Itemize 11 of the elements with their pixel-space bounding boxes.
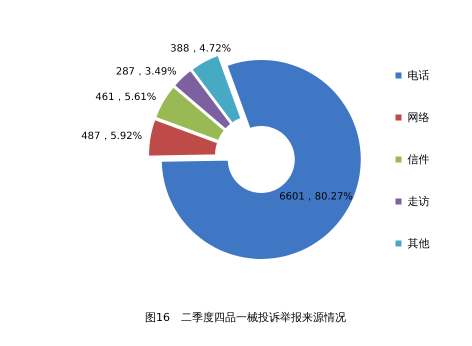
data-label: 461，5.61%: [95, 92, 156, 103]
legend-label: 电话: [408, 69, 430, 82]
legend-label: 其他: [408, 237, 430, 250]
legend-label: 网络: [408, 111, 430, 124]
legend-label: 走访: [408, 195, 430, 208]
text: 图16 二季度四品一械投诉举报来源情况: [145, 311, 346, 324]
data-label: 287，3.49%: [116, 66, 177, 78]
data-label: 388，4.72%: [170, 43, 232, 54]
legend-label: 信件: [408, 153, 430, 166]
data-label: 6601，80.27%: [279, 192, 353, 203]
data-label: 487，5.92%: [81, 130, 142, 142]
